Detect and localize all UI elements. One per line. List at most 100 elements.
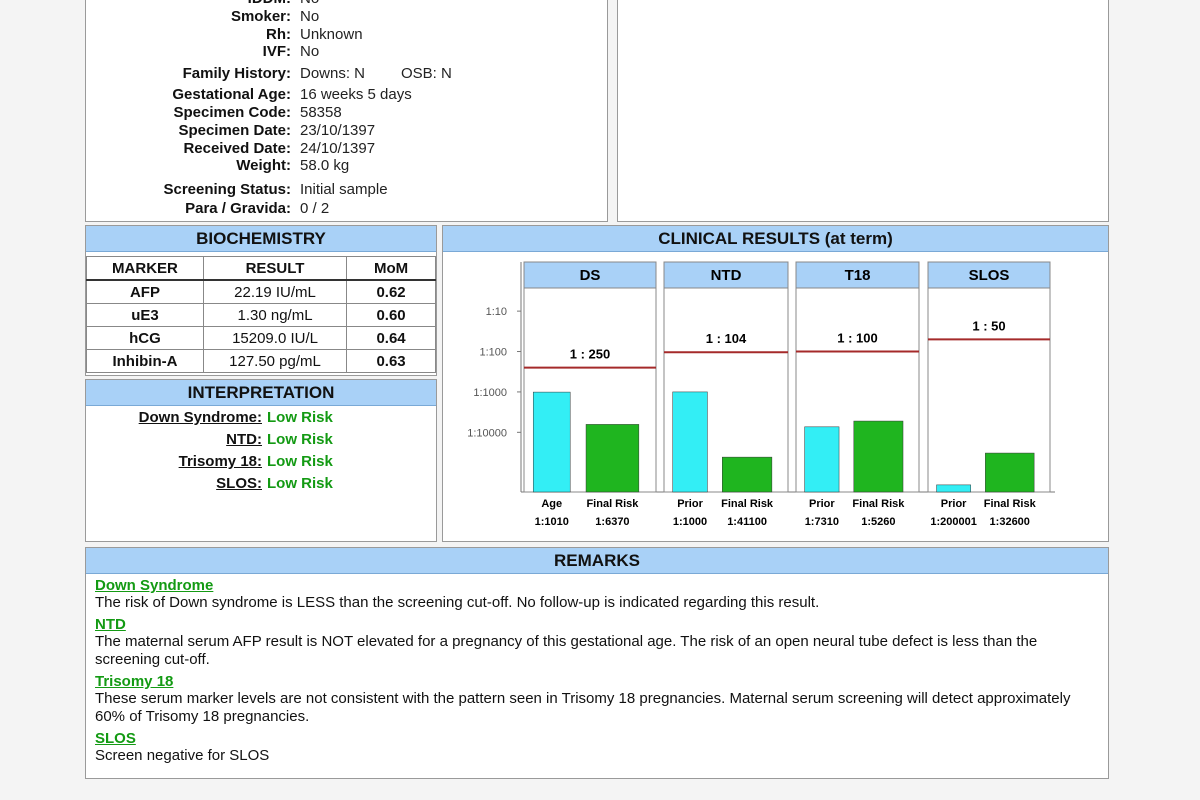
remark-heading: Down Syndrome (95, 577, 214, 594)
remark-heading: Trisomy 18 (95, 673, 174, 690)
cutoff-label: 1 : 104 (706, 331, 747, 346)
risk-value: Low Risk (267, 409, 333, 426)
bar-label: Final Risk (852, 498, 905, 510)
section-title: CLINICAL RESULTS (at term) (443, 226, 1108, 252)
field-label: IVF: (262, 43, 291, 60)
risk-label: SLOS: (216, 475, 262, 492)
bar-value-label: 1:1000 (673, 516, 707, 528)
risk-label: Down Syndrome: (138, 409, 262, 426)
biochemistry: BIOCHEMISTRY MARKER RESULT MoM AFP 22.19 IU/… (85, 225, 437, 376)
risk-value: Low Risk (267, 453, 333, 470)
field-label: Family History: (182, 65, 291, 82)
table-cell: AFP (86, 279, 204, 304)
panel-title: SLOS (969, 267, 1010, 284)
field-value: 0 / 2 (300, 200, 330, 217)
section-title: BIOCHEMISTRY (86, 226, 436, 252)
bar-value-label: 1:7310 (805, 516, 839, 528)
table-row: Inhibin-A 127.50 pg/mL 0.63 (86, 349, 436, 373)
risk-value: Low Risk (267, 431, 333, 448)
cutoff-label: 1 : 100 (837, 331, 877, 346)
panel-header (795, 261, 920, 289)
bar-value-label: 1:6370 (595, 516, 629, 528)
table-cell: 0.62 (346, 279, 436, 304)
bar-value-label: 1:5260 (861, 516, 895, 528)
y-tick-label: 1:100 (479, 347, 507, 359)
field-label: Gestational Age: (172, 86, 291, 103)
remark-text: Screen negative for SLOS (95, 747, 270, 764)
bar-value-label: 1:200001 (930, 516, 977, 528)
risk-value: Low Risk (267, 475, 333, 492)
field-label: IDDM: (248, 0, 291, 7)
clinical-results: CLINICAL RESULTS (at term) 1:10 1:100 1:10… (442, 225, 1109, 542)
remark-text: The risk of Down syndrome is LESS than t… (95, 594, 820, 611)
field-value: 23/10/1397 (300, 122, 376, 139)
table-cell: 15209.0 IU/L (202, 326, 348, 350)
panel-title: NTD (711, 267, 742, 284)
y-tick-label: 1:1000 (473, 387, 507, 399)
field-label: Specimen Code: (173, 104, 291, 121)
field-value: No (300, 43, 320, 60)
bar-label: Final Risk (586, 498, 639, 510)
bar-label: Age (541, 498, 562, 510)
table-cell: 127.50 pg/mL (202, 349, 348, 373)
table-cell: hCG (86, 326, 204, 350)
risk-bar (722, 456, 773, 493)
field-value: Initial sample (300, 181, 388, 198)
panel-header (927, 261, 1051, 289)
field-label: Smoker: (230, 8, 291, 25)
table-cell: 0.64 (346, 326, 436, 350)
risk-label: Trisomy 18: (178, 453, 262, 470)
patient-info: IDDM: No Smoker: No Rh: Unknown IVF: No Family H… (85, 0, 608, 222)
table-cell: 1.30 ng/mL (202, 303, 348, 327)
remark-text: These serum marker levels are not consis… (95, 690, 1071, 725)
panel-header (663, 261, 789, 289)
remarks: REMARKS Down Syndrome The risk of Down sy… (85, 547, 1109, 779)
column-header: MARKER (86, 256, 204, 281)
section-title: REMARKS (86, 548, 1108, 574)
blank-panel (617, 0, 1109, 222)
bar-label: Prior (677, 498, 703, 510)
bar-label: Final Risk (984, 498, 1037, 510)
field-value: Unknown (300, 26, 363, 43)
risk-bar (936, 484, 971, 493)
cutoff-label: 1 : 50 (972, 318, 1005, 333)
field-label: Weight: (236, 157, 291, 174)
bar-label: Prior (941, 498, 967, 510)
field-value: 58.0 kg (300, 157, 350, 174)
field-value: 24/10/1397 (300, 140, 376, 157)
risk-bar (585, 424, 640, 493)
marker-table: MARKER RESULT MoM AFP 22.19 IU/mL 0.62 uE3 1.30… (86, 256, 436, 373)
field-value: No (300, 0, 319, 7)
table-header: MARKER RESULT MoM (86, 256, 436, 281)
column-header: MoM (346, 256, 436, 281)
field-value: OSB: N (401, 65, 452, 82)
field-label: Para / Gravida: (185, 200, 291, 217)
risk-bar (853, 420, 904, 493)
field-label: Screening Status: (163, 181, 291, 198)
field-value: 16 weeks 5 days (300, 86, 412, 103)
field-value: Downs: N (300, 65, 366, 82)
column-header: RESULT (202, 256, 348, 281)
risk-label: NTD: (226, 431, 262, 448)
field-value: 58358 (300, 104, 342, 121)
remark-heading: SLOS (95, 730, 136, 747)
table-cell: uE3 (86, 303, 204, 327)
risk-bar (532, 391, 571, 493)
bar-value-label: 1:1010 (535, 516, 569, 528)
bar-value-label: 1:32600 (990, 516, 1030, 528)
panel-title: DS (580, 267, 601, 284)
table-row: hCG 15209.0 IU/L 0.64 (86, 326, 436, 350)
table-row: uE3 1.30 ng/mL 0.60 (86, 303, 436, 327)
bar-label: Final Risk (721, 498, 774, 510)
table-cell: 22.19 IU/mL (202, 279, 348, 304)
bar-value-label: 1:41100 (727, 516, 767, 528)
y-tick-label: 1:10 (486, 306, 507, 318)
chart: 1:10 1:100 1:1000 1:10000 DS Age 1:1010 Final R… (467, 261, 1055, 528)
table-cell: Inhibin-A (86, 349, 204, 373)
cutoff-label: 1 : 250 (570, 347, 610, 362)
field-label: Rh: (266, 26, 291, 43)
risk-bar (672, 391, 708, 493)
remarks-body: Down Syndrome The risk of Down syndrome i… (95, 573, 1100, 765)
remark-text: The maternal serum AFP result is NOT ele… (95, 633, 1038, 668)
section-title: INTERPRETATION (86, 380, 436, 406)
